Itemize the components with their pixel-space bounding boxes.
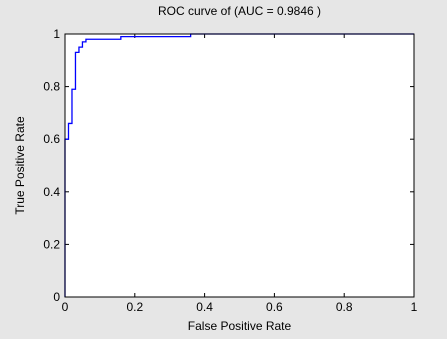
y-tick-label: 0.4 — [43, 185, 60, 199]
y-tick-label: 0.2 — [43, 237, 60, 251]
y-tick-label: 1 — [53, 27, 60, 41]
y-axis-label: True Positive Rate — [13, 116, 27, 215]
plot-area — [65, 34, 414, 297]
x-tick-label: 0 — [62, 300, 69, 314]
y-tick-label: 0.8 — [43, 80, 60, 94]
x-tick-label: 0.8 — [336, 300, 353, 314]
x-tick-label: 1 — [411, 300, 418, 314]
chart-title: ROC curve of (AUC = 0.9846 ) — [158, 4, 321, 18]
y-tick-label: 0 — [53, 290, 60, 304]
plot-frame — [64, 33, 415, 298]
y-tick-label: 0.6 — [43, 132, 60, 146]
roc-curve-line — [64, 33, 414, 297]
x-tick-label: 0.6 — [266, 300, 283, 314]
x-tick-label: 0.2 — [126, 300, 143, 314]
x-axis-label: False Positive Rate — [188, 319, 292, 333]
x-tick-label: 0.4 — [196, 300, 213, 314]
